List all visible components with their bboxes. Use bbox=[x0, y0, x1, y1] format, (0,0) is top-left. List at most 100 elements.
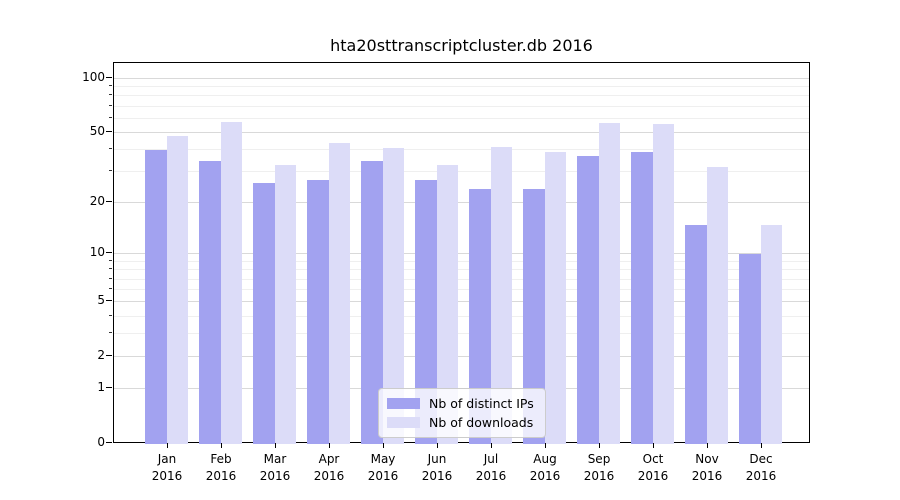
gridline-minor bbox=[114, 86, 809, 88]
plot-area bbox=[113, 62, 810, 444]
gridline-major bbox=[114, 132, 809, 134]
x-axis-tick bbox=[491, 443, 492, 448]
gridline-major bbox=[114, 78, 809, 79]
y-axis-minor-tick bbox=[109, 148, 112, 150]
y-axis-tick bbox=[106, 77, 112, 78]
y-axis-minor-tick bbox=[109, 332, 112, 334]
y-axis-tick bbox=[106, 131, 112, 133]
x-axis-tick bbox=[167, 443, 168, 448]
gridline-major bbox=[114, 301, 809, 303]
chart-title: hta20sttranscriptcluster.db 2016 bbox=[330, 36, 593, 55]
gridline-minor bbox=[114, 117, 809, 119]
bar-distinct-ips bbox=[577, 156, 599, 444]
x-axis-tick-label: May 2016 bbox=[367, 452, 399, 483]
bar-distinct-ips bbox=[631, 152, 653, 444]
y-axis-tick-label: 0 bbox=[97, 435, 105, 449]
x-axis-tick-label: Oct 2016 bbox=[637, 452, 669, 483]
x-axis-tick bbox=[599, 443, 600, 448]
y-axis-tick-label: 5 bbox=[97, 293, 105, 308]
gridline-minor bbox=[114, 315, 809, 317]
bar-downloads bbox=[652, 124, 674, 444]
x-axis-tick-label: Dec 2016 bbox=[745, 452, 777, 483]
gridline-major bbox=[114, 356, 809, 358]
x-axis-tick bbox=[383, 443, 384, 448]
y-axis-minor-tick bbox=[109, 314, 112, 316]
y-axis-minor-tick bbox=[109, 268, 112, 270]
x-axis-tick bbox=[653, 443, 654, 448]
gridline-minor bbox=[114, 171, 809, 173]
bar-downloads bbox=[274, 165, 296, 444]
x-axis-tick-label: Apr 2016 bbox=[313, 452, 345, 483]
y-axis-minor-tick bbox=[109, 259, 112, 261]
x-axis-tick bbox=[329, 443, 330, 448]
gridline-minor bbox=[114, 260, 809, 262]
bar-downloads bbox=[328, 142, 350, 444]
gridline-minor bbox=[114, 289, 809, 291]
x-axis-tick-label: Sep 2016 bbox=[583, 452, 615, 483]
bar-distinct-ips bbox=[523, 189, 545, 444]
y-axis-tick-label: 20 bbox=[89, 194, 105, 209]
bar-distinct-ips bbox=[199, 160, 221, 444]
y-axis-tick bbox=[106, 201, 112, 203]
bar-downloads bbox=[220, 121, 242, 444]
y-axis-tick-label: 100 bbox=[82, 70, 105, 84]
legend-entry-downloads: Nb of downloads bbox=[387, 415, 537, 430]
bar-downloads bbox=[490, 146, 512, 444]
gridline-major bbox=[114, 253, 809, 255]
legend-swatch-distinct-ips bbox=[387, 398, 420, 409]
bar-downloads bbox=[436, 165, 458, 444]
y-axis-tick-label: 50 bbox=[89, 124, 105, 139]
gridline-minor bbox=[114, 278, 809, 280]
bar-distinct-ips bbox=[739, 254, 761, 444]
x-axis-tick bbox=[275, 443, 276, 448]
bar-distinct-ips bbox=[469, 189, 491, 444]
bar-distinct-ips bbox=[307, 180, 329, 444]
bar-distinct-ips bbox=[685, 224, 707, 444]
x-axis-tick bbox=[761, 443, 762, 448]
y-axis-tick bbox=[106, 252, 112, 254]
y-axis-minor-tick bbox=[109, 170, 112, 172]
legend-swatch-downloads bbox=[387, 417, 420, 428]
y-axis-minor-tick bbox=[109, 277, 112, 279]
x-axis-tick-label: Jun 2016 bbox=[421, 452, 453, 483]
x-axis-tick bbox=[707, 443, 708, 448]
legend-label-distinct-ips: Nb of distinct IPs bbox=[429, 396, 534, 411]
x-axis-tick-label: Jan 2016 bbox=[151, 452, 183, 483]
gridline-minor bbox=[114, 95, 809, 97]
legend-entry-distinct-ips: Nb of distinct IPs bbox=[387, 396, 537, 411]
legend: Nb of distinct IPs Nb of downloads bbox=[378, 388, 546, 438]
x-axis-tick-label: Feb 2016 bbox=[205, 452, 237, 483]
gridline-minor bbox=[114, 149, 809, 151]
bar-distinct-ips bbox=[415, 180, 437, 444]
y-axis-tick-label: 2 bbox=[97, 348, 105, 363]
y-axis-minor-tick bbox=[109, 94, 112, 96]
gridline-minor bbox=[114, 269, 809, 271]
x-axis-tick bbox=[545, 443, 546, 448]
bar-downloads bbox=[706, 167, 728, 444]
x-axis-tick bbox=[437, 443, 438, 448]
x-axis-tick bbox=[221, 443, 222, 448]
x-axis-tick-label: Aug 2016 bbox=[529, 452, 561, 483]
y-axis-tick bbox=[106, 300, 112, 302]
bar-distinct-ips bbox=[145, 150, 167, 444]
y-axis-minor-tick bbox=[109, 85, 112, 87]
bar-downloads bbox=[544, 152, 566, 444]
bar-downloads bbox=[382, 148, 404, 444]
y-axis-minor-tick bbox=[109, 104, 112, 106]
x-axis-tick-label: Mar 2016 bbox=[259, 452, 291, 483]
x-axis-tick-label: Jul 2016 bbox=[475, 452, 507, 483]
y-axis-tick bbox=[106, 387, 112, 389]
y-axis-tick-label: 10 bbox=[89, 245, 105, 260]
legend-label-downloads: Nb of downloads bbox=[429, 415, 534, 430]
gridline-minor bbox=[114, 333, 809, 335]
gridline-major bbox=[114, 202, 809, 204]
bar-distinct-ips bbox=[361, 160, 383, 444]
gridline-minor bbox=[114, 105, 809, 107]
y-axis-tick-label: 1 bbox=[97, 380, 105, 395]
y-axis-tick bbox=[106, 442, 112, 443]
bar-distinct-ips bbox=[253, 183, 275, 444]
x-axis-tick-label: Nov 2016 bbox=[691, 452, 723, 483]
y-axis-minor-tick bbox=[109, 288, 112, 290]
y-axis-minor-tick bbox=[109, 116, 112, 118]
